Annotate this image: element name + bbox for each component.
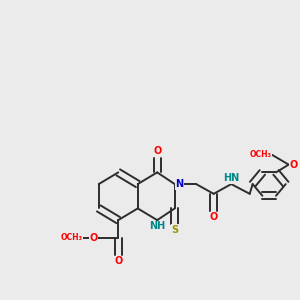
Text: OCH₃: OCH₃ bbox=[61, 233, 82, 242]
Text: O: O bbox=[114, 256, 122, 266]
Text: OCH₃: OCH₃ bbox=[250, 150, 272, 159]
Text: O: O bbox=[153, 146, 161, 156]
Text: HN: HN bbox=[223, 173, 239, 183]
Text: O: O bbox=[210, 212, 218, 222]
Text: NH: NH bbox=[149, 221, 165, 231]
Text: O: O bbox=[290, 160, 298, 170]
Text: N: N bbox=[176, 179, 184, 189]
Text: S: S bbox=[171, 225, 178, 235]
Text: O: O bbox=[90, 232, 98, 243]
